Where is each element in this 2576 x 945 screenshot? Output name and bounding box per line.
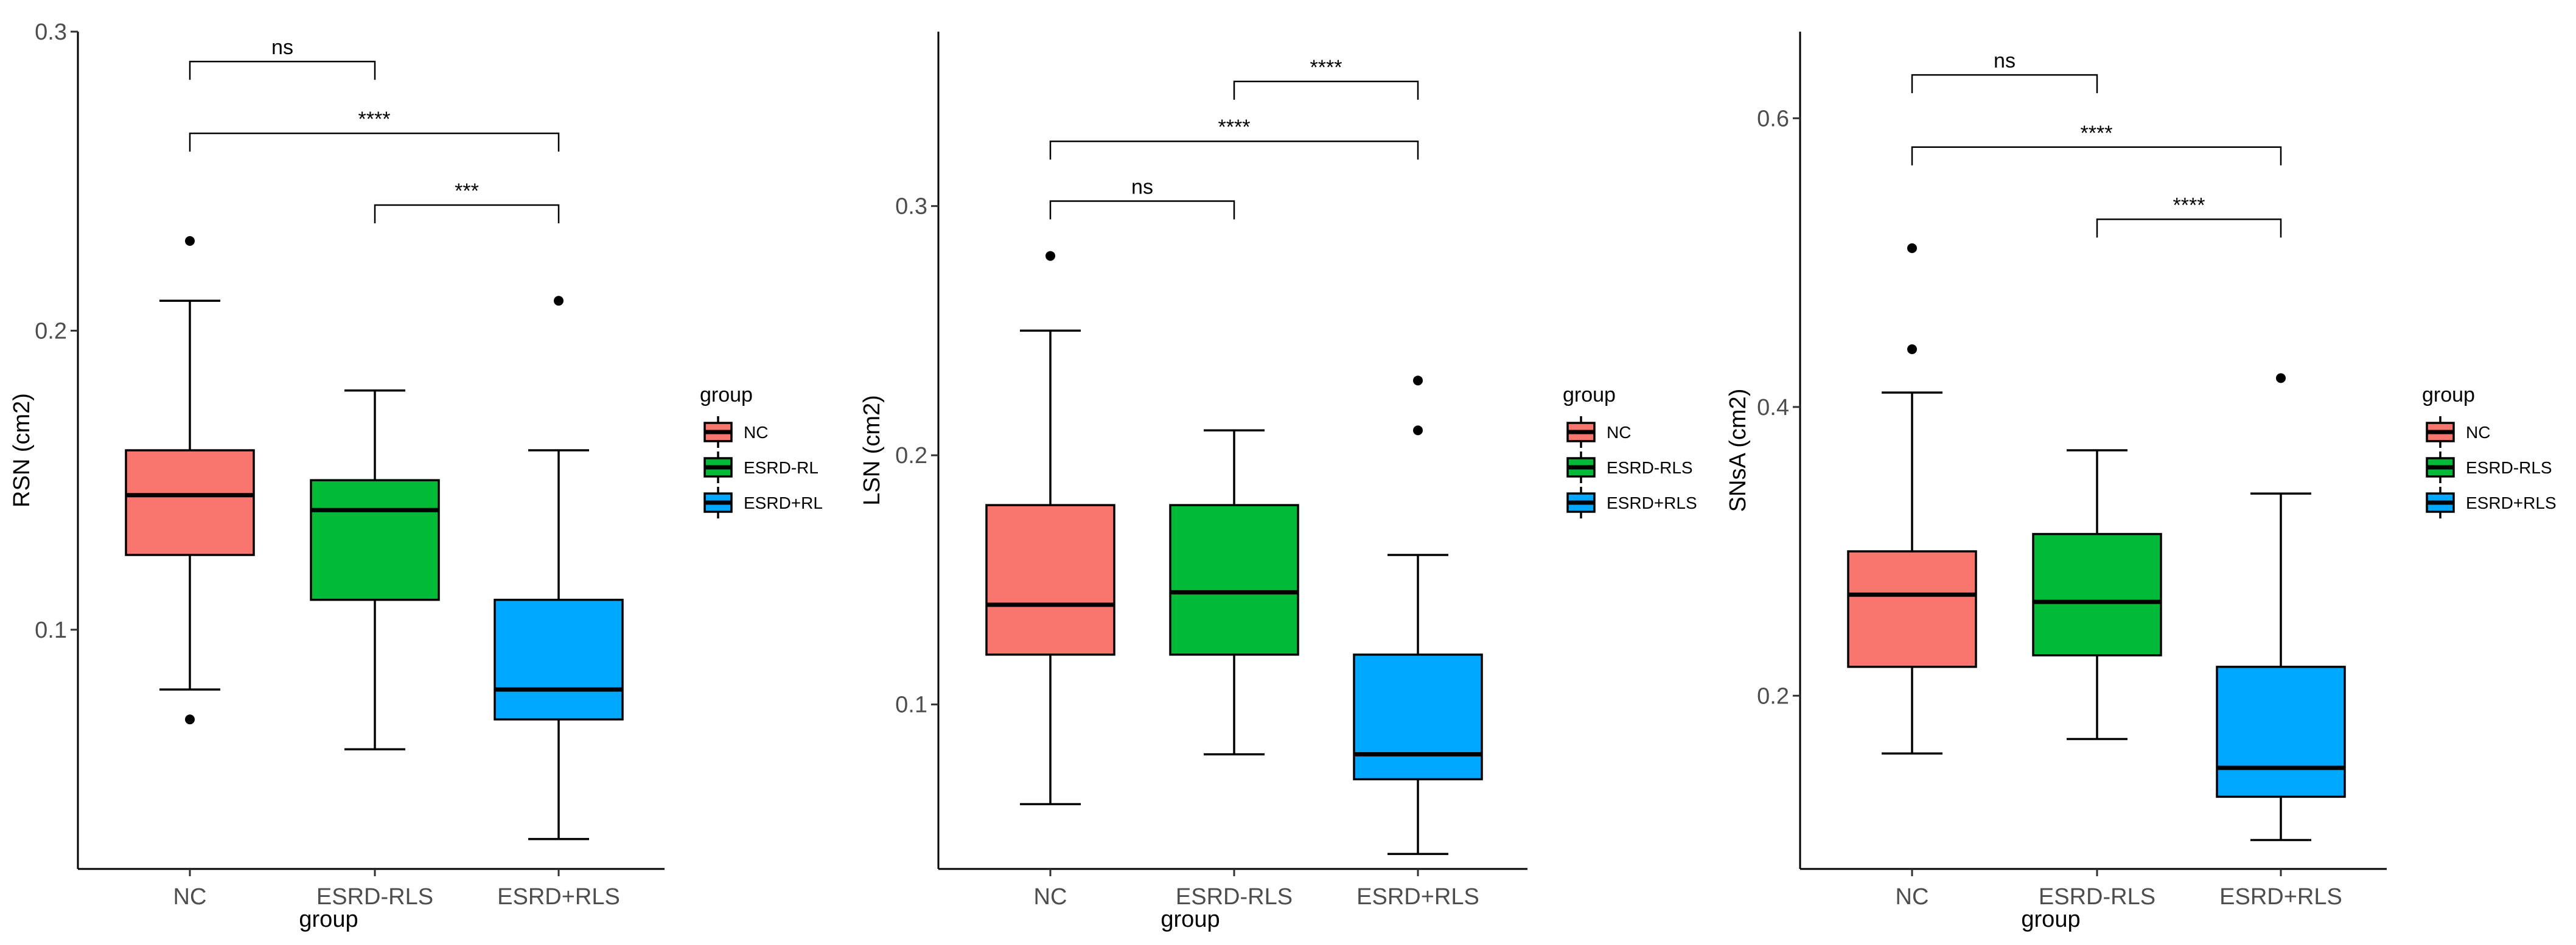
y-axis-title: SNsA (cm2) (1725, 389, 1751, 512)
y-tick-label: 0.3 (895, 194, 927, 220)
x-tick-label: NC (1034, 884, 1067, 910)
x-tick-label: NC (173, 884, 207, 910)
legend-label: ESRD+RLS (2466, 493, 2557, 512)
x-tick-label: ESRD+RLS (2219, 884, 2342, 910)
y-tick-label: 0.2 (35, 318, 67, 344)
box-esrd-rls (2216, 666, 2346, 798)
significance-bracket (1911, 74, 2098, 94)
legend-label: ESRD+RLS (1607, 493, 1697, 512)
significance-bracket (374, 204, 560, 224)
significance-label: **** (358, 108, 391, 131)
x-axis-title: group (299, 907, 358, 932)
rsn-boxplot-panel: 0.1 0.2 0.3 NC ESRD-RLS ESRD+RLS group RSN (cm2… (9, 19, 823, 932)
y-tick-label: 0.6 (1757, 106, 1789, 131)
x-tick-label: ESRD-RLS (316, 884, 433, 910)
box-nc (985, 504, 1115, 656)
y-tick-label: 0.1 (35, 618, 67, 643)
y-tick-label: 0.4 (1757, 395, 1789, 420)
legend-title: group (1563, 383, 1616, 406)
significance-label: ns (1994, 49, 2016, 72)
legend-label: ESRD+RL (744, 493, 823, 512)
significance-bracket (1233, 80, 1419, 100)
y-axis-title: LSN (cm2) (859, 395, 885, 506)
legend-label: ESRD-RLS (2466, 458, 2552, 477)
significance-bracket (189, 132, 560, 152)
legend-label: ESRD-RLS (1607, 458, 1693, 477)
box-esrd-rls (1353, 654, 1483, 781)
x-tick-label: ESRD+RLS (497, 884, 620, 910)
y-tick-label: 0.1 (895, 692, 927, 718)
x-axis-title: group (1161, 907, 1220, 932)
box-esrd-rls (494, 598, 624, 721)
outlier-point (185, 714, 195, 725)
x-tick-label: ESRD+RLS (1356, 884, 1479, 910)
significance-label: ns (1131, 175, 1153, 198)
significance-label: *** (455, 180, 479, 203)
x-axis-title: group (2021, 907, 2080, 932)
y-tick-label: 0.3 (35, 19, 67, 45)
box-nc (1847, 550, 1977, 668)
outlier-point (1413, 375, 1423, 386)
legend-label: NC (1607, 423, 1631, 442)
significance-label: **** (1310, 56, 1342, 79)
outlier-point (2276, 373, 2286, 383)
significance-bracket (1049, 140, 1419, 160)
outlier-point (185, 236, 195, 246)
outlier-point (1907, 243, 1917, 253)
outlier-point (1413, 425, 1423, 436)
legend-title: group (2422, 383, 2475, 406)
outlier-point (1045, 251, 1055, 261)
lsn-boxplot-panel: 0.1 0.2 0.3 NC ESRD-RLS ESRD+RLS group LSN (cm2… (859, 32, 1697, 932)
significance-bracket (189, 60, 376, 80)
snsa-boxplot-panel: 0.2 0.4 0.6 NC ESRD-RLS ESRD+RLS group SNsA (cm… (1725, 32, 2557, 932)
legend-title: group (700, 383, 753, 406)
significance-bracket (1911, 146, 2282, 166)
box-nc (125, 449, 255, 556)
y-tick-label: 0.2 (1757, 683, 1789, 709)
significance-bracket (1049, 200, 1235, 220)
outlier-point (1907, 344, 1917, 354)
box-esrd-rls (310, 479, 440, 601)
significance-label: **** (2173, 194, 2205, 217)
legend-label: NC (744, 423, 768, 442)
x-tick-label: NC (1896, 884, 1929, 910)
legend-label: ESRD-RL (744, 458, 819, 477)
legend-label: NC (2466, 423, 2490, 442)
box-esrd-rls (1169, 504, 1299, 656)
y-tick-label: 0.2 (895, 443, 927, 469)
x-tick-label: ESRD-RLS (2039, 884, 2155, 910)
significance-label: **** (2081, 122, 2113, 145)
outlier-point (554, 296, 564, 306)
significance-bracket (2096, 218, 2282, 238)
y-axis-title: RSN (cm2) (9, 393, 35, 507)
significance-label: **** (1218, 116, 1251, 139)
significance-label: ns (271, 36, 293, 59)
x-tick-label: ESRD-RLS (1176, 884, 1293, 910)
box-esrd-rls (2032, 532, 2162, 657)
